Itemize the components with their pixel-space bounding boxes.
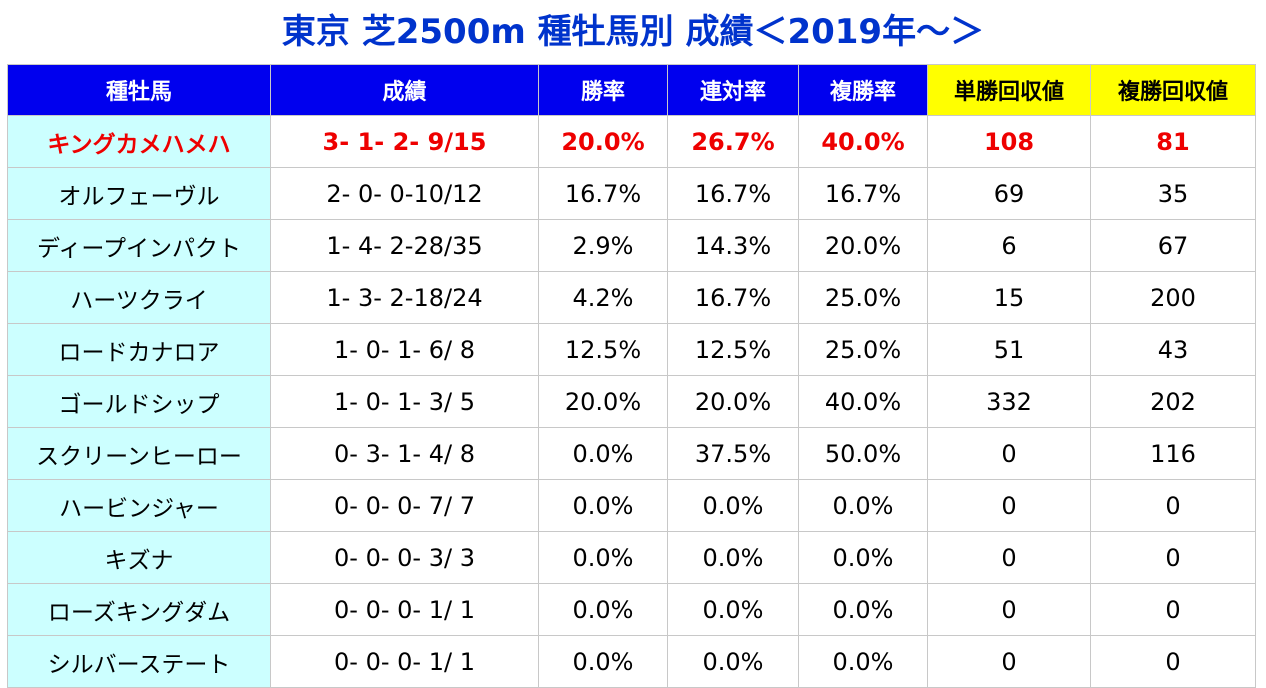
sire-name: キングカメハメハ — [7, 115, 271, 168]
win-return-cell: 108 — [927, 115, 1091, 168]
win-rate-cell: 2.9% — [538, 219, 668, 272]
results-table: 種牡馬 成績 勝率 連対率 複勝率 単勝回収値 複勝回収値 キングカメハメハ 3… — [7, 64, 1256, 688]
top3-rate-cell: 50.0% — [798, 427, 928, 480]
table-row: オルフェーヴル 2- 0- 0-10/12 16.7% 16.7% 16.7% … — [7, 167, 1256, 220]
record-cell: 0- 3- 1- 4/ 8 — [270, 427, 539, 480]
table-row: ディープインパクト 1- 4- 2-28/35 2.9% 14.3% 20.0%… — [7, 219, 1256, 272]
place-return-cell: 0 — [1090, 479, 1256, 532]
win-return-cell: 0 — [927, 427, 1091, 480]
header-win-return: 単勝回収値 — [927, 64, 1091, 116]
top3-rate-cell: 0.0% — [798, 583, 928, 636]
top2-rate-cell: 0.0% — [667, 531, 799, 584]
sire-name: スクリーンヒーロー — [7, 427, 271, 480]
top3-rate-cell: 0.0% — [798, 531, 928, 584]
win-rate-cell: 16.7% — [538, 167, 668, 220]
place-return-cell: 200 — [1090, 271, 1256, 324]
win-rate-cell: 20.0% — [538, 115, 668, 168]
table-row: ロードカナロア 1- 0- 1- 6/ 8 12.5% 12.5% 25.0% … — [7, 323, 1256, 376]
win-rate-cell: 20.0% — [538, 375, 668, 428]
header-place-return: 複勝回収値 — [1090, 64, 1256, 116]
record-cell: 1- 3- 2-18/24 — [270, 271, 539, 324]
top3-rate-cell: 0.0% — [798, 479, 928, 532]
sire-name: オルフェーヴル — [7, 167, 271, 220]
top2-rate-cell: 20.0% — [667, 375, 799, 428]
win-rate-cell: 12.5% — [538, 323, 668, 376]
top2-rate-cell: 0.0% — [667, 583, 799, 636]
sire-name: ロードカナロア — [7, 323, 271, 376]
record-cell: 3- 1- 2- 9/15 — [270, 115, 539, 168]
table-row: スクリーンヒーロー 0- 3- 1- 4/ 8 0.0% 37.5% 50.0%… — [7, 427, 1256, 480]
table-row: ローズキングダム 0- 0- 0- 1/ 1 0.0% 0.0% 0.0% 0 … — [7, 583, 1256, 636]
record-cell: 0- 0- 0- 7/ 7 — [270, 479, 539, 532]
sire-name: ハーツクライ — [7, 271, 271, 324]
place-return-cell: 0 — [1090, 635, 1256, 688]
sire-name: ローズキングダム — [7, 583, 271, 636]
win-rate-cell: 0.0% — [538, 531, 668, 584]
win-return-cell: 332 — [927, 375, 1091, 428]
top2-rate-cell: 26.7% — [667, 115, 799, 168]
record-cell: 1- 4- 2-28/35 — [270, 219, 539, 272]
top2-rate-cell: 37.5% — [667, 427, 799, 480]
place-return-cell: 81 — [1090, 115, 1256, 168]
header-top2-rate: 連対率 — [667, 64, 799, 116]
table-row: シルバーステート 0- 0- 0- 1/ 1 0.0% 0.0% 0.0% 0 … — [7, 635, 1256, 688]
record-cell: 0- 0- 0- 3/ 3 — [270, 531, 539, 584]
header-top3-rate: 複勝率 — [798, 64, 928, 116]
record-cell: 0- 0- 0- 1/ 1 — [270, 635, 539, 688]
win-return-cell: 15 — [927, 271, 1091, 324]
place-return-cell: 0 — [1090, 583, 1256, 636]
top3-rate-cell: 16.7% — [798, 167, 928, 220]
table-row: キングカメハメハ 3- 1- 2- 9/15 20.0% 26.7% 40.0%… — [7, 115, 1256, 168]
win-rate-cell: 0.0% — [538, 635, 668, 688]
win-return-cell: 0 — [927, 531, 1091, 584]
header-sire: 種牡馬 — [7, 64, 271, 116]
top3-rate-cell: 40.0% — [798, 115, 928, 168]
place-return-cell: 202 — [1090, 375, 1256, 428]
win-return-cell: 69 — [927, 167, 1091, 220]
sire-name: ディープインパクト — [7, 219, 271, 272]
header-record: 成績 — [270, 64, 539, 116]
top2-rate-cell: 14.3% — [667, 219, 799, 272]
win-return-cell: 0 — [927, 583, 1091, 636]
top2-rate-cell: 0.0% — [667, 479, 799, 532]
record-cell: 2- 0- 0-10/12 — [270, 167, 539, 220]
top2-rate-cell: 16.7% — [667, 271, 799, 324]
win-return-cell: 0 — [927, 635, 1091, 688]
place-return-cell: 43 — [1090, 323, 1256, 376]
top3-rate-cell: 25.0% — [798, 323, 928, 376]
win-rate-cell: 0.0% — [538, 479, 668, 532]
record-cell: 1- 0- 1- 6/ 8 — [270, 323, 539, 376]
place-return-cell: 116 — [1090, 427, 1256, 480]
win-return-cell: 0 — [927, 479, 1091, 532]
page-title: 東京 芝2500m 種牡馬別 成績＜2019年～＞ — [281, 12, 985, 52]
table-row: ハービンジャー 0- 0- 0- 7/ 7 0.0% 0.0% 0.0% 0 0 — [7, 479, 1256, 532]
table-row: ハーツクライ 1- 3- 2-18/24 4.2% 16.7% 25.0% 15… — [7, 271, 1256, 324]
record-cell: 0- 0- 0- 1/ 1 — [270, 583, 539, 636]
sire-name: シルバーステート — [7, 635, 271, 688]
sire-name: キズナ — [7, 531, 271, 584]
top2-rate-cell: 16.7% — [667, 167, 799, 220]
top3-rate-cell: 0.0% — [798, 635, 928, 688]
top2-rate-cell: 0.0% — [667, 635, 799, 688]
win-return-cell: 51 — [927, 323, 1091, 376]
table-row: キズナ 0- 0- 0- 3/ 3 0.0% 0.0% 0.0% 0 0 — [7, 531, 1256, 584]
sire-name: ゴールドシップ — [7, 375, 271, 428]
table-row: ゴールドシップ 1- 0- 1- 3/ 5 20.0% 20.0% 40.0% … — [7, 375, 1256, 428]
win-rate-cell: 4.2% — [538, 271, 668, 324]
place-return-cell: 35 — [1090, 167, 1256, 220]
win-rate-cell: 0.0% — [538, 427, 668, 480]
header-row: 種牡馬 成績 勝率 連対率 複勝率 単勝回収値 複勝回収値 — [7, 64, 1256, 116]
sire-name: ハービンジャー — [7, 479, 271, 532]
place-return-cell: 0 — [1090, 531, 1256, 584]
place-return-cell: 67 — [1090, 219, 1256, 272]
top3-rate-cell: 40.0% — [798, 375, 928, 428]
win-rate-cell: 0.0% — [538, 583, 668, 636]
top2-rate-cell: 12.5% — [667, 323, 799, 376]
top3-rate-cell: 25.0% — [798, 271, 928, 324]
top3-rate-cell: 20.0% — [798, 219, 928, 272]
header-win-rate: 勝率 — [538, 64, 668, 116]
record-cell: 1- 0- 1- 3/ 5 — [270, 375, 539, 428]
win-return-cell: 6 — [927, 219, 1091, 272]
